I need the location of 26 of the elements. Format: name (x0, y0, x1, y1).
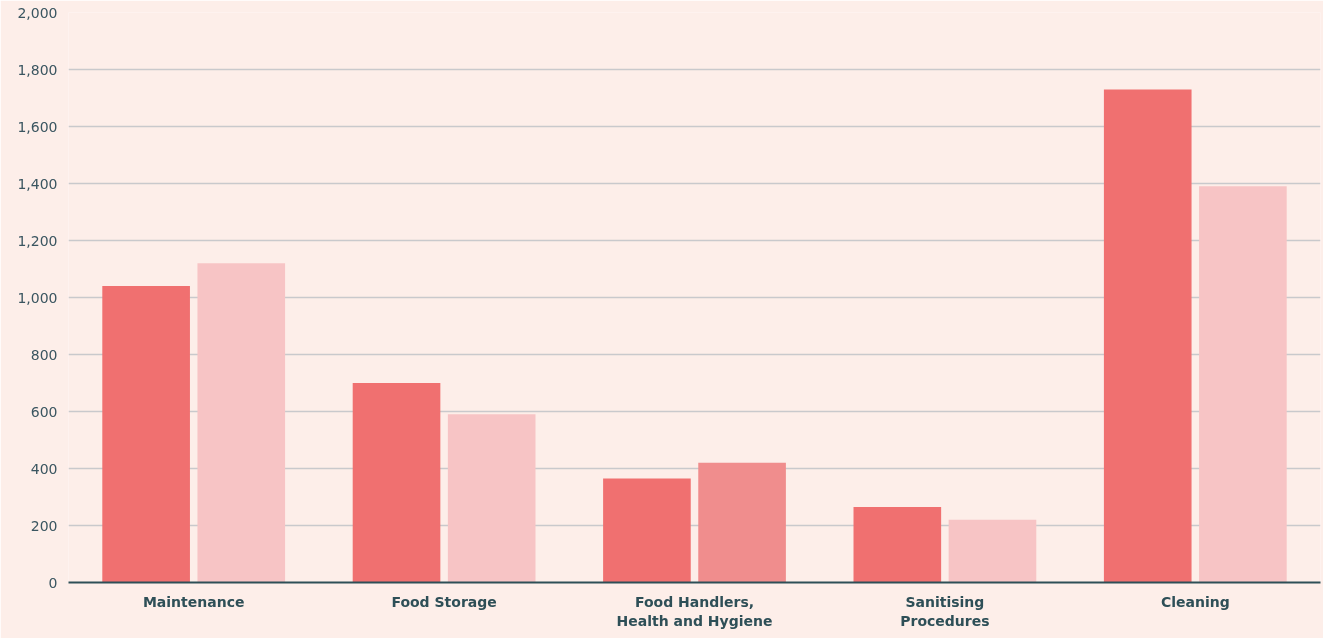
bar (853, 506, 942, 583)
y-tick-label: 2,000 (17, 4, 58, 21)
x-tick-label: Sanitising Procedures (900, 593, 990, 629)
bar (1103, 89, 1192, 583)
y-tick-label: 1,600 (17, 118, 58, 135)
x-tick-label: Cleaning (1160, 593, 1230, 610)
y-tick-label: 0 (48, 574, 58, 591)
y-tick-label: 400 (30, 460, 58, 477)
y-tick-label: 1,200 (17, 232, 58, 249)
y-tick-label: 1,000 (17, 289, 58, 306)
bar (603, 478, 691, 583)
y-tick-label: 200 (30, 517, 58, 534)
y-tick-label: 600 (30, 403, 58, 420)
bar (102, 286, 190, 583)
bar (1199, 186, 1287, 583)
y-tick-label: 800 (30, 346, 58, 363)
y-tick-label: 1,800 (17, 61, 58, 78)
bar (352, 383, 441, 583)
bar (447, 414, 536, 583)
x-tick-label: Food Handlers, Health and Hygiene (616, 593, 773, 629)
bar (197, 263, 286, 583)
y-tick-label: 1,400 (17, 175, 58, 192)
x-tick-label: Maintenance (142, 593, 245, 610)
x-tick-label: Food Storage (391, 593, 497, 610)
bar (948, 519, 1037, 583)
bar (698, 462, 786, 583)
